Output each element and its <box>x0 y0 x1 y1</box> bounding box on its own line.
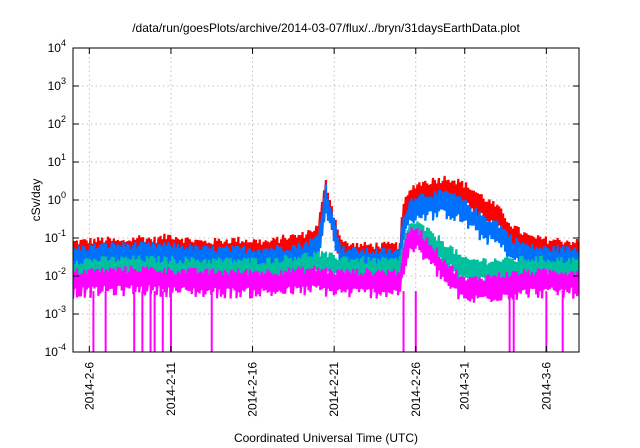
x-tick-label: 2014-2-16 <box>246 362 260 417</box>
y-tick-label: 10-1 <box>45 228 66 245</box>
x-tick-label: 2014-2-6 <box>82 362 96 410</box>
y-tick-base: 10 <box>48 193 62 207</box>
y-tick-base: 10 <box>45 307 59 321</box>
y-tick-base: 10 <box>48 79 62 93</box>
y-tick-exponent: 1 <box>61 152 66 162</box>
y-tick-label: 10-3 <box>45 304 66 321</box>
y-tick-exponent: 0 <box>61 190 66 200</box>
y-tick-label: 100 <box>48 190 66 207</box>
y-tick-label: 10-4 <box>45 342 66 359</box>
x-axis-label: Coordinated Universal Time (UTC) <box>234 431 418 445</box>
y-tick-exponent: -1 <box>58 228 66 238</box>
x-tick-label: 2014-2-11 <box>164 362 178 416</box>
chart-title: /data/run/goesPlots/archive/2014-03-07/f… <box>132 21 520 35</box>
y-axis-label: cSv/day <box>29 179 43 222</box>
y-tick-label: 104 <box>48 38 66 55</box>
x-tick-label: 2014-3-6 <box>539 362 553 410</box>
y-tick-base: 10 <box>48 41 62 55</box>
y-tick-label: 102 <box>48 114 66 131</box>
x-tick-label: 2014-3-1 <box>458 362 472 410</box>
y-tick-label: 10-2 <box>45 266 66 283</box>
y-tick-exponent: -2 <box>58 266 66 276</box>
y-tick-exponent: -4 <box>58 342 66 352</box>
y-tick-label: 101 <box>48 152 66 169</box>
y-tick-exponent: 2 <box>61 114 66 124</box>
y-tick-base: 10 <box>48 155 62 169</box>
y-tick-label: 103 <box>48 76 66 93</box>
y-tick-base: 10 <box>45 269 59 283</box>
x-tick-label: 2014-2-21 <box>327 362 341 417</box>
y-tick-base: 10 <box>45 231 59 245</box>
y-tick-exponent: 4 <box>61 38 66 48</box>
y-tick-base: 10 <box>48 117 62 131</box>
x-axis: 2014-2-6 2014-2-11 2014-2-16 2014-2-21 2014-… <box>82 48 553 417</box>
x-tick-label: 2014-2-26 <box>409 362 423 417</box>
y-tick-base: 10 <box>45 345 59 359</box>
y-tick-exponent: 3 <box>61 76 66 86</box>
y-tick-exponent: -3 <box>58 304 66 314</box>
series-line-3 <box>73 227 579 303</box>
plot-area <box>73 175 579 352</box>
